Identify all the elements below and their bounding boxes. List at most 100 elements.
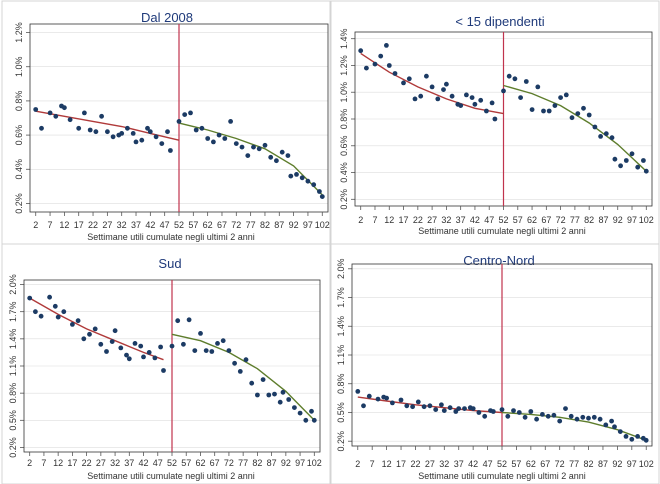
x-tick-label: 92 xyxy=(612,459,622,469)
data-point xyxy=(203,348,209,353)
data-point xyxy=(139,137,145,143)
data-point xyxy=(39,125,44,131)
data-point xyxy=(98,341,104,347)
y-tick-label: 1.2% xyxy=(339,55,349,76)
x-tick-label: 47 xyxy=(153,458,163,468)
data-point xyxy=(161,368,166,373)
y-tick-label: 1.4% xyxy=(339,28,349,49)
x-tick-label: 82 xyxy=(260,220,270,230)
x-tick-label: 97 xyxy=(627,459,637,469)
x-tick-label: 47 xyxy=(484,215,494,225)
x-tick-label: 102 xyxy=(639,459,654,469)
fit-line-after xyxy=(503,84,647,172)
data-point xyxy=(635,434,640,439)
data-point xyxy=(404,403,410,409)
data-point xyxy=(429,84,435,90)
data-point xyxy=(364,65,369,71)
data-point xyxy=(109,339,115,344)
x-tick-label: 92 xyxy=(613,215,623,225)
data-point xyxy=(169,343,175,349)
data-point xyxy=(52,303,58,309)
data-point xyxy=(124,352,129,358)
x-tick-label: 67 xyxy=(217,220,227,230)
data-point xyxy=(153,134,159,140)
data-point xyxy=(145,125,150,131)
data-point xyxy=(623,434,629,439)
data-point xyxy=(311,182,317,188)
data-point xyxy=(81,336,87,342)
data-point xyxy=(546,108,552,114)
data-point xyxy=(586,112,592,118)
data-point xyxy=(33,107,39,112)
data-point xyxy=(303,417,309,423)
y-tick-label: 0.5% xyxy=(336,402,346,423)
x-tick-label: 67 xyxy=(540,459,550,469)
data-point xyxy=(355,389,361,394)
data-point xyxy=(222,136,228,141)
data-point xyxy=(249,380,255,386)
y-tick-label: 1.0% xyxy=(14,56,24,77)
data-point xyxy=(384,395,389,401)
x-tick-label: 42 xyxy=(468,459,478,469)
x-tick-label: 32 xyxy=(110,458,120,468)
data-point xyxy=(512,76,518,82)
fit-line-before xyxy=(35,110,180,141)
data-point xyxy=(541,108,546,114)
data-point xyxy=(603,422,609,428)
x-tick-label: 7 xyxy=(48,220,53,230)
data-point xyxy=(105,129,110,135)
y-tick-label: 0.8% xyxy=(336,373,346,394)
x-tick-label: 7 xyxy=(372,215,377,225)
data-point xyxy=(280,389,286,395)
data-point xyxy=(193,127,199,133)
x-tick-label: 42 xyxy=(470,215,480,225)
data-point xyxy=(268,154,274,160)
y-tick-label: 0.4% xyxy=(339,162,349,183)
data-point xyxy=(629,151,635,157)
data-point xyxy=(262,142,268,148)
data-point xyxy=(152,355,158,361)
data-point xyxy=(319,194,325,200)
data-point xyxy=(182,112,188,117)
data-point xyxy=(159,141,165,147)
x-tick-label: 12 xyxy=(59,220,69,230)
x-tick-label: 27 xyxy=(96,458,106,468)
data-point xyxy=(176,119,182,124)
x-tick-label: 62 xyxy=(203,220,213,230)
data-point xyxy=(198,331,203,336)
data-point xyxy=(260,377,266,382)
data-point xyxy=(87,127,93,133)
data-point xyxy=(424,73,429,79)
x-tick-label: 87 xyxy=(598,459,608,469)
data-point xyxy=(478,97,484,103)
data-point xyxy=(67,117,73,123)
data-point xyxy=(243,357,249,363)
data-point xyxy=(47,294,52,300)
data-point xyxy=(427,403,433,409)
data-point xyxy=(612,424,617,430)
data-point xyxy=(251,144,256,150)
data-point xyxy=(297,410,303,416)
y-tick-label: 0.2% xyxy=(336,431,346,452)
x-tick-label: 57 xyxy=(181,458,191,468)
data-point xyxy=(489,100,495,106)
data-point xyxy=(623,158,629,163)
data-point xyxy=(629,436,635,442)
panel-title: Centro-Nord xyxy=(463,253,535,268)
x-tick-label: 17 xyxy=(399,215,409,225)
data-point xyxy=(418,93,424,99)
y-tick-label: 0.6% xyxy=(339,136,349,157)
data-point xyxy=(563,406,568,411)
data-point xyxy=(522,414,528,420)
x-tick-label: 27 xyxy=(425,459,435,469)
data-point xyxy=(516,410,522,415)
x-tick-label: 12 xyxy=(53,458,63,468)
data-point xyxy=(545,413,551,419)
data-point xyxy=(618,163,623,169)
data-point xyxy=(104,349,109,354)
data-point xyxy=(118,345,124,351)
x-axis-label: Settimane utili cumulate negli ultimi 2 … xyxy=(418,226,586,236)
data-point xyxy=(401,80,406,86)
data-point xyxy=(575,111,581,116)
x-tick-label: 17 xyxy=(67,458,77,468)
